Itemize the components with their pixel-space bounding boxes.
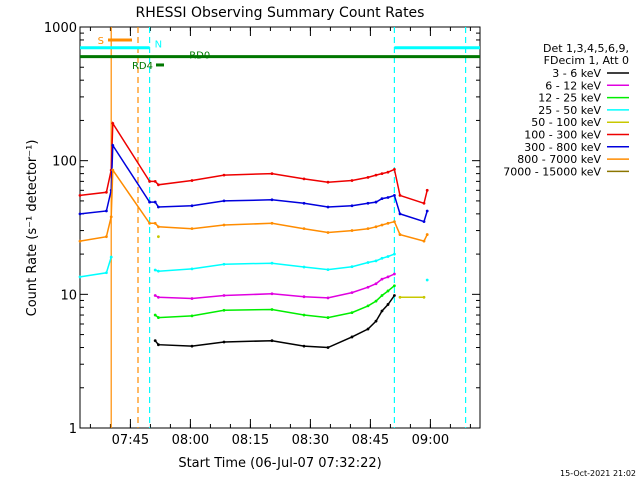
series-line (154, 273, 395, 300)
flag-label: RD4 (132, 61, 153, 72)
timestamp-label: 15-Oct-2021 21:02 (560, 469, 636, 478)
x-tick-label: 07:45 (112, 433, 149, 448)
x-tick-label: 09:00 (412, 433, 449, 448)
legend-entry-label: 800 - 7000 keV (517, 153, 601, 166)
x-tick-label: 08:00 (172, 433, 209, 448)
flag-label: RD0 (189, 51, 210, 62)
y-tick-label: 1000 (44, 21, 77, 36)
series-line (154, 295, 396, 349)
y-tick-label: 100 (52, 155, 77, 170)
legend-entry-label: 25 - 50 keV (538, 104, 601, 117)
series-line (154, 285, 395, 319)
series-point (157, 235, 160, 239)
x-tick-label: 08:30 (292, 433, 329, 448)
x-axis-label: Start Time (06-Jul-07 07:32:22) (178, 456, 381, 471)
y-axis-label: Count Rate (s⁻¹ detector⁻¹) (25, 140, 40, 317)
legend-entry-label: 3 - 6 keV (552, 67, 601, 80)
legend-header-line-2: FDecim 1, Att 0 (544, 54, 629, 67)
legend-entry-label: 7000 - 15000 keV (503, 165, 601, 178)
y-tick-label: 10 (60, 288, 77, 303)
legend-entry-label: 100 - 300 keV (524, 129, 601, 142)
legend-entry-label: 6 - 12 keV (545, 79, 601, 92)
flag-label: S (98, 36, 104, 47)
chart-title: RHESSI Observing Summary Count Rates (136, 5, 425, 21)
series-line (79, 256, 112, 278)
flag-label: N (155, 40, 162, 51)
series-line (79, 167, 428, 242)
series-line (154, 253, 395, 272)
legend-entry-label: 12 - 25 keV (538, 92, 601, 105)
plot-layer: 1 10 100 1000 07:45 08:00 08:15 08:30 08:45 09:00… (44, 21, 481, 448)
legend-entry-label: 50 - 100 keV (531, 116, 601, 129)
series-point (425, 278, 429, 282)
y-tick-label: 1 (69, 422, 77, 437)
legend-entry-label: 300 - 800 keV (524, 141, 601, 154)
x-tick-label: 08:15 (232, 433, 269, 448)
series-line (79, 142, 428, 223)
x-tick-label: 08:45 (352, 433, 389, 448)
legend-header-line-1: Det 1,3,4,5,6,9, (543, 42, 629, 55)
series-line (79, 120, 428, 205)
plot-frame (79, 26, 481, 429)
